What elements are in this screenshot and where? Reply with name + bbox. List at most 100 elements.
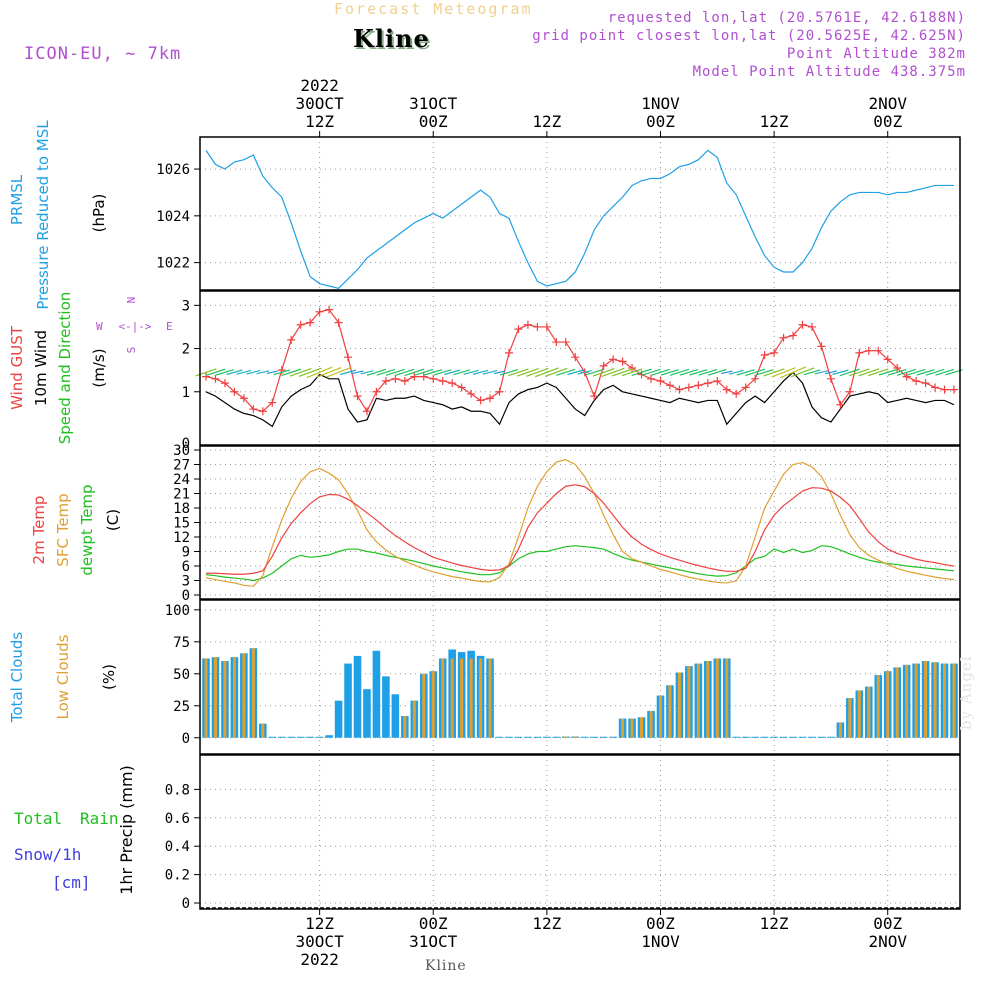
temp-tick-label: 21	[173, 487, 190, 503]
pressure-line	[205, 149, 954, 290]
wind-gust-marker	[940, 385, 949, 394]
top-time-label: 30OCT	[296, 94, 345, 113]
precip-total-label: Total	[14, 809, 62, 828]
clouds-tick-label: 50	[173, 667, 190, 683]
wind-gust-marker	[334, 318, 343, 327]
wind-gust-marker	[457, 383, 466, 392]
wind-gust-marker	[372, 387, 381, 396]
bottom-time-label: 12Z	[532, 914, 561, 933]
pressure-unit: (hPa)	[90, 194, 108, 233]
requested-point: requested lon,lat (20.5761E, 42.6188N)	[607, 10, 966, 26]
wind-gust-marker	[533, 322, 542, 331]
wind-direction-arrow	[660, 369, 679, 376]
total-cloud-bar	[363, 689, 371, 738]
wind-direction-arrow	[577, 369, 592, 375]
wind-gust-marker	[400, 376, 409, 385]
temp-unit: (C)	[104, 509, 122, 531]
wind-gust-marker	[353, 392, 362, 401]
pressure-label-prmsl: PRMSL	[8, 174, 26, 225]
wind-gust-marker	[202, 372, 210, 381]
low-cloud-bar	[924, 661, 928, 738]
wind-gust-marker	[618, 357, 627, 366]
wind-direction-arrow	[707, 368, 727, 376]
clouds-tick-label: 0	[182, 731, 190, 747]
wind-zero-tick-label: 0	[182, 436, 190, 452]
wind-gust-marker	[732, 389, 741, 398]
precip-tick-label: 0.8	[165, 782, 190, 798]
low-cloud-bar	[867, 686, 871, 738]
wind-gust-marker	[362, 407, 371, 416]
low-cloud-bar	[905, 664, 909, 738]
temp-tick-label: 9	[182, 545, 190, 561]
wind-gust-marker	[467, 389, 476, 398]
total-cloud-bar	[524, 736, 532, 738]
total-cloud-bar	[827, 736, 835, 738]
bottom-time-label: 00Z	[419, 914, 448, 933]
total-cloud-bar	[353, 655, 362, 738]
wind-direction-arrow	[351, 370, 364, 375]
wind-gust-marker	[628, 364, 637, 372]
total-cloud-bar	[599, 736, 608, 738]
wind-direction-arrow	[698, 368, 718, 376]
compass-e: E	[166, 320, 173, 333]
low-cloud-bar	[223, 661, 227, 738]
precip-tick-label: 0.4	[165, 839, 190, 855]
wind-10m-label: 10m Wind	[32, 330, 50, 406]
low-cloud-bar	[943, 663, 947, 738]
wind-direction-arrow	[298, 367, 322, 378]
total-cloud-bar	[372, 650, 381, 738]
wind-direction-arrow	[376, 368, 396, 376]
wind-direction-arrow	[601, 367, 625, 378]
total-cloud-bar	[609, 736, 617, 738]
wind-gust-marker	[931, 383, 940, 392]
temp-tick-label: 24	[173, 472, 190, 488]
wind-direction-arrow	[669, 368, 690, 376]
top-time-label: 00Z	[646, 112, 675, 131]
wind-gust-marker	[874, 346, 883, 355]
total-cloud-bar	[344, 663, 352, 738]
wind-gust-marker	[344, 353, 353, 362]
low-cloud-bar	[886, 671, 890, 738]
wind-gust-marker	[486, 394, 495, 403]
wind-gust-marker	[239, 394, 248, 403]
low-cloud-bar	[696, 663, 700, 738]
wind-direction-arrow	[728, 369, 744, 375]
wind-direction-arrow	[360, 370, 374, 375]
wind-gust-marker	[410, 372, 419, 381]
low-cloud-bar	[242, 653, 246, 738]
wind-tick-label: 2	[182, 342, 190, 358]
compass-w: W	[96, 320, 103, 333]
temp-dewpt-label: dewpt Temp	[78, 484, 96, 575]
top-time-label: 31OCT	[409, 94, 458, 113]
total-cloud-bar	[770, 736, 778, 738]
temp-tick-label: 0	[182, 588, 190, 604]
wind-direction-arrow	[567, 369, 584, 376]
wind-gust-marker	[599, 361, 608, 370]
wind-direction-arrow	[814, 370, 829, 375]
wind-direction-arrow	[266, 370, 278, 375]
wind-gust-marker	[770, 348, 779, 357]
wind-gust-marker	[514, 325, 523, 334]
wind-direction-arrow	[745, 368, 766, 377]
total-cloud-bar	[325, 735, 333, 738]
compass-s: S	[125, 347, 138, 354]
total-cloud-bar	[533, 736, 542, 738]
temp-tick-label: 18	[173, 501, 190, 517]
low-cloud-bar	[952, 663, 956, 738]
dewpt-temp-line	[205, 545, 955, 582]
wind-gust-marker	[220, 379, 229, 388]
wind-direction-arrow	[414, 368, 434, 376]
top-time-label: 2NOV	[868, 94, 907, 113]
bottom-time-label: 2022	[300, 950, 339, 969]
total-cloud-bar	[277, 736, 286, 738]
wind-direction-arrow	[226, 369, 243, 376]
top-time-label: 1NOV	[641, 94, 680, 113]
clouds-tick-label: 25	[173, 699, 190, 715]
wind-gust-marker	[741, 383, 750, 392]
wind-direction-arrow	[771, 367, 796, 378]
wind-gust-marker	[552, 338, 561, 347]
precip-unit: 1hr Precip (mm)	[117, 765, 136, 895]
wind-direction-arrow	[878, 369, 897, 376]
wind-direction-arrow	[493, 370, 506, 375]
wind-gust-marker	[306, 318, 315, 327]
